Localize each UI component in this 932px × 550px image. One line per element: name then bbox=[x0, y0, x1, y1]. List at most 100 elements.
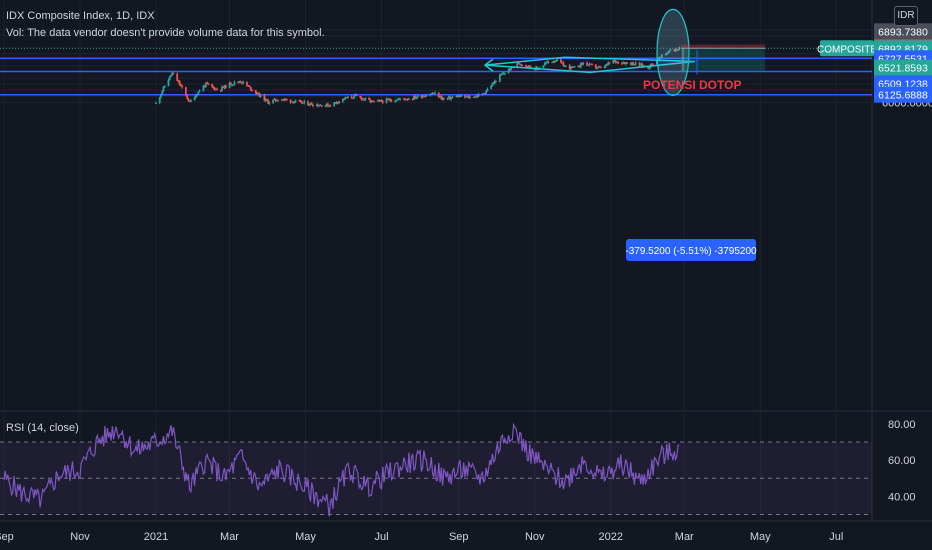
candle-body bbox=[607, 62, 610, 65]
candle-body bbox=[403, 98, 405, 100]
candle-body bbox=[177, 80, 180, 82]
candle-body bbox=[648, 67, 651, 69]
candle-body bbox=[616, 61, 618, 63]
candle-body bbox=[669, 49, 672, 51]
candle-body bbox=[158, 97, 161, 104]
candle-body bbox=[650, 63, 653, 65]
candle-body bbox=[457, 95, 460, 98]
candle-body bbox=[268, 102, 271, 104]
candle-body bbox=[660, 54, 663, 58]
rsi-tick-label: 60.00 bbox=[888, 455, 916, 467]
candle-body bbox=[491, 83, 494, 87]
candle-body bbox=[467, 96, 470, 99]
candle-body bbox=[481, 93, 484, 95]
candle-body bbox=[517, 62, 520, 64]
candle-body bbox=[274, 98, 277, 101]
candle-body bbox=[404, 98, 407, 100]
candle-body bbox=[490, 86, 493, 89]
candle-body bbox=[257, 92, 260, 95]
candle-body bbox=[612, 60, 615, 64]
candle-body bbox=[343, 98, 346, 100]
candle-body bbox=[176, 73, 179, 81]
candle-body bbox=[188, 100, 191, 102]
price-label-box bbox=[874, 86, 932, 103]
candle-body bbox=[476, 95, 479, 97]
candles bbox=[155, 46, 681, 108]
candle-body bbox=[364, 97, 367, 100]
candle-body bbox=[163, 86, 166, 88]
rsi-title: RSI (14, close) bbox=[6, 422, 79, 434]
candle-body bbox=[324, 105, 327, 107]
candle-body bbox=[341, 98, 344, 102]
candle-body bbox=[325, 103, 328, 106]
x-tick-label: 2022 bbox=[599, 531, 623, 543]
candle-body bbox=[350, 96, 353, 98]
candle-body bbox=[198, 90, 201, 92]
candle-body bbox=[521, 64, 524, 66]
candle-body bbox=[508, 69, 511, 71]
candle-body bbox=[241, 82, 243, 84]
candle-body bbox=[398, 99, 400, 101]
top-highlight-ellipse bbox=[656, 8, 690, 96]
candle-body bbox=[562, 62, 565, 67]
candle-body bbox=[582, 62, 585, 65]
candle-body bbox=[300, 101, 303, 104]
x-tick-label: Jul bbox=[829, 531, 843, 543]
candle-body bbox=[424, 96, 427, 98]
candle-body bbox=[673, 49, 676, 51]
candle-body bbox=[329, 105, 332, 107]
candle-body bbox=[474, 96, 476, 98]
candle-body bbox=[386, 98, 389, 100]
candle-body bbox=[571, 66, 574, 68]
candle-body bbox=[621, 63, 623, 65]
candle-body bbox=[555, 60, 557, 62]
candle-body bbox=[298, 100, 301, 102]
candle-body bbox=[587, 64, 590, 66]
candle-body bbox=[573, 66, 576, 68]
candle-body bbox=[280, 99, 283, 101]
candle-body bbox=[167, 79, 170, 87]
candle-body bbox=[432, 93, 435, 95]
candle-body bbox=[207, 83, 210, 85]
candle-body bbox=[626, 62, 628, 64]
candle-body bbox=[231, 84, 233, 86]
candle-body bbox=[485, 91, 488, 94]
candle-body bbox=[498, 74, 501, 82]
currency-badge[interactable]: IDR bbox=[894, 6, 918, 26]
x-tick-label: Nov bbox=[70, 531, 90, 543]
candle-body bbox=[285, 99, 288, 101]
candle-body bbox=[290, 101, 293, 103]
candle-body bbox=[638, 62, 641, 66]
candle-body bbox=[633, 64, 636, 66]
candle-body bbox=[658, 57, 661, 61]
candle-body bbox=[502, 73, 505, 75]
candle-body bbox=[233, 81, 236, 85]
candle-body bbox=[389, 99, 392, 101]
candle-body bbox=[380, 100, 383, 102]
candle-body bbox=[551, 62, 554, 64]
candle-body bbox=[317, 104, 319, 107]
candle-body bbox=[501, 73, 504, 75]
candle-body bbox=[594, 64, 597, 68]
candle-body bbox=[642, 65, 645, 67]
candle-body bbox=[450, 97, 453, 100]
candle-body bbox=[572, 67, 575, 69]
candle-body bbox=[465, 96, 468, 98]
candle-body bbox=[486, 88, 489, 92]
candle-body bbox=[622, 62, 625, 64]
candle-body bbox=[360, 97, 363, 100]
candle-body bbox=[263, 94, 266, 101]
candle-body bbox=[606, 64, 608, 66]
pattern-drawings[interactable]: POTENSI DOTOP -379.5200 (-5.51%) -3795200… bbox=[483, 8, 877, 261]
candle-body bbox=[446, 98, 449, 100]
candle-body bbox=[239, 81, 242, 83]
candle-body bbox=[406, 99, 409, 101]
candle-body bbox=[464, 95, 466, 97]
price-label: 6727.5531 bbox=[878, 53, 928, 65]
candle-body bbox=[597, 66, 600, 68]
candle-body bbox=[500, 74, 503, 76]
candle-body bbox=[442, 98, 445, 100]
candle-body bbox=[186, 95, 189, 99]
candle-body bbox=[376, 100, 379, 102]
candle-body bbox=[568, 65, 571, 69]
